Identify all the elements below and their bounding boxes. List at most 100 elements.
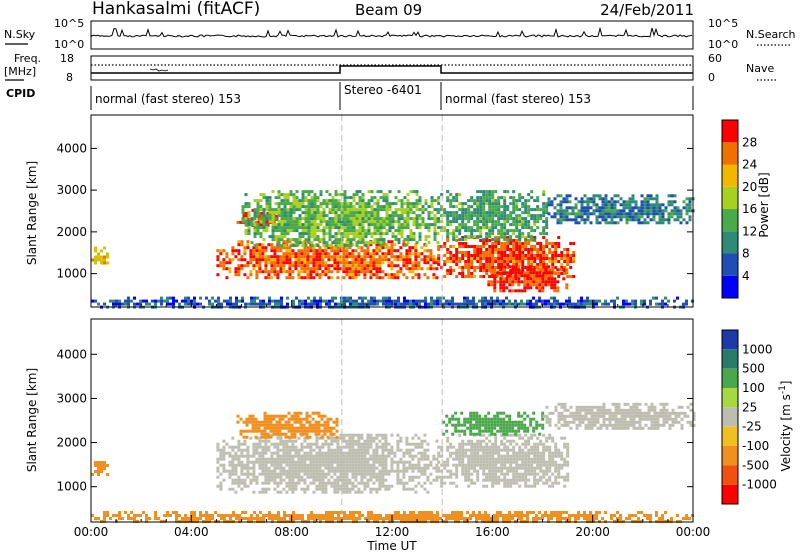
data-cell: [424, 208, 428, 212]
data-cell: [355, 244, 359, 248]
data-cell: [357, 246, 361, 250]
data-cell: [318, 463, 322, 467]
data-cell: [464, 275, 468, 278]
data-cell: [378, 261, 382, 265]
data-cell: [360, 451, 364, 455]
data-cell: [100, 255, 103, 259]
data-cell: [420, 439, 424, 443]
data-cell: [305, 426, 309, 430]
data-cell: [300, 264, 304, 268]
data-cell: [279, 460, 283, 464]
data-cell: [503, 454, 507, 458]
data-cell: [251, 420, 255, 424]
data-cell: [169, 302, 172, 306]
data-cell: [283, 244, 287, 248]
data-cell: [652, 206, 656, 210]
data-cell: [515, 478, 519, 482]
data-cell: [437, 248, 441, 251]
data-cell: [244, 205, 248, 209]
data-cell: [491, 442, 495, 446]
data-cell: [103, 261, 106, 265]
data-cell: [94, 299, 97, 303]
data-cell: [247, 220, 251, 224]
data-cell: [470, 226, 474, 230]
data-cell: [493, 277, 497, 281]
data-cell: [400, 202, 404, 206]
data-cell: [658, 209, 662, 213]
data-cell: [298, 199, 302, 203]
data-cell: [261, 439, 265, 443]
data-cell: [291, 255, 295, 259]
data-cell: [366, 481, 370, 485]
data-cell: [291, 270, 295, 274]
data-cell: [262, 223, 266, 227]
data-cell: [556, 218, 560, 222]
data-cell: [261, 469, 265, 473]
data-cell: [345, 475, 349, 479]
data-cell: [595, 203, 599, 207]
data-cell: [261, 270, 265, 274]
data-cell: [249, 436, 253, 440]
data-cell: [315, 475, 319, 479]
data-cell: [411, 270, 415, 274]
data-cell: [521, 466, 525, 470]
data-cell: [361, 226, 365, 230]
data-cell: [151, 299, 154, 303]
data-cell: [521, 260, 525, 263]
data-cell: [446, 448, 450, 452]
data-cell: [387, 252, 391, 256]
data-cell: [491, 248, 495, 251]
data-cell: [277, 223, 281, 227]
data-cell: [94, 461, 97, 464]
data-cell: [535, 280, 539, 284]
data-cell: [449, 266, 453, 269]
data-cell: [433, 220, 437, 224]
data-cell: [511, 265, 515, 269]
data-cell: [375, 457, 379, 461]
data-cell: [553, 289, 557, 293]
data-cell: [255, 451, 259, 455]
data-cell: [255, 252, 259, 256]
data-cell: [440, 193, 444, 197]
data-cell: [337, 226, 341, 230]
data-cell: [421, 220, 425, 224]
data-cell: [346, 226, 350, 230]
data-cell: [378, 460, 382, 464]
data-cell: [255, 276, 259, 280]
data-cell: [301, 223, 305, 227]
data-cell: [527, 469, 531, 473]
data-cell: [646, 221, 650, 225]
data-cell: [369, 466, 373, 470]
data-cell: [424, 299, 427, 303]
power-colorbar-swatch: [722, 164, 738, 187]
data-cell: [497, 236, 501, 239]
data-cell: [285, 472, 289, 476]
data-cell: [586, 302, 589, 306]
data-cell: [333, 490, 337, 494]
data-cell: [308, 435, 312, 439]
data-cell: [592, 302, 595, 306]
data-cell: [287, 435, 291, 439]
data-cell: [521, 448, 525, 452]
data-cell: [685, 206, 689, 210]
data-cell: [303, 481, 307, 485]
data-cell: [280, 299, 283, 303]
data-cell: [423, 433, 427, 437]
data-cell: [527, 451, 531, 455]
data-cell: [411, 487, 415, 491]
data-cell: [494, 242, 498, 245]
data-cell: [628, 218, 632, 222]
data-cell: [411, 246, 415, 250]
data-cell: [449, 454, 453, 458]
data-cell: [595, 206, 599, 210]
data-cell: [427, 302, 430, 306]
data-cell: [385, 232, 389, 236]
data-cell: [288, 258, 292, 262]
data-cell: [500, 448, 504, 452]
data-cell: [569, 257, 573, 260]
data-cell: [258, 255, 262, 259]
data-cell: [318, 249, 322, 253]
data-cell: [255, 460, 259, 464]
data-cell: [479, 196, 483, 200]
data-cell: [409, 299, 412, 303]
